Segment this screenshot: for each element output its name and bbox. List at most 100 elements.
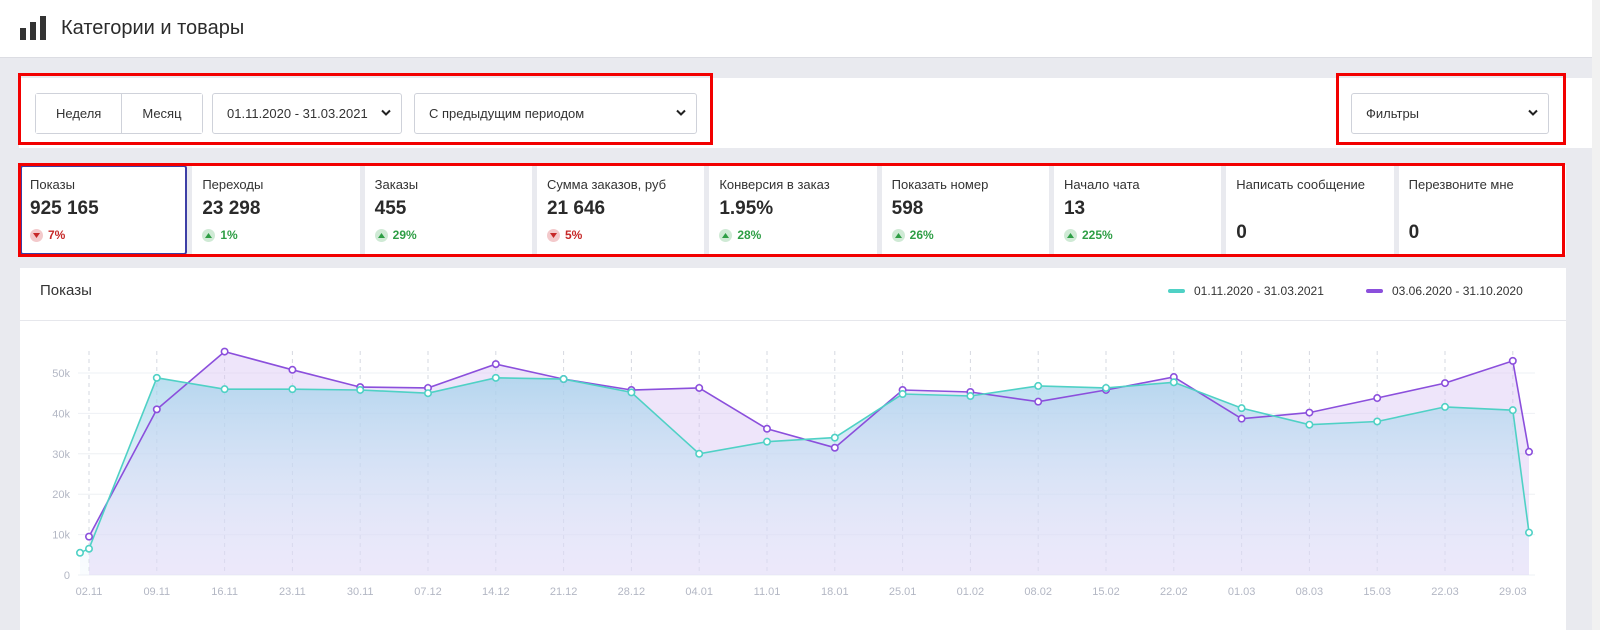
data-point-previous (1305, 408, 1314, 417)
kpi-delta-value: 1% (220, 228, 238, 242)
data-point-current (830, 433, 839, 442)
kpi-card[interactable]: Заказы 455 29% (364, 165, 532, 255)
data-point-previous (830, 443, 839, 452)
data-point-current (1525, 528, 1534, 537)
chevron-down-icon (1528, 109, 1538, 116)
data-point-current (1441, 402, 1450, 411)
kpi-value: 21 646 (546, 198, 606, 219)
x-tick-label: 15.02 (1092, 586, 1120, 598)
chevron-down-icon (676, 109, 686, 116)
kpi-delta-value: 7% (48, 228, 66, 242)
data-point-current (75, 548, 84, 557)
x-tick-label: 08.03 (1296, 586, 1324, 598)
page-title: Категории и товары (61, 17, 245, 39)
y-tick-label: 0 (64, 570, 70, 582)
kpi-card[interactable]: Конверсия в заказ 1.95% 28% (709, 165, 877, 255)
page-header: Категории и товары (0, 0, 1600, 58)
data-point-current (559, 375, 568, 384)
data-point-previous (1441, 379, 1450, 388)
kpi-label: Показать номер (891, 177, 989, 192)
x-tick-label: 30.11 (347, 586, 374, 598)
y-tick-label: 30k (52, 449, 70, 461)
y-tick-label: 10k (52, 530, 70, 542)
kpi-card[interactable]: Перезвоните мне 0 (1398, 165, 1566, 255)
page-scrollbar[interactable] (1592, 0, 1600, 630)
kpi-label: Перезвоните мне (1408, 177, 1514, 192)
data-point-previous (288, 365, 297, 374)
data-point-current (1102, 383, 1111, 392)
data-point-current (220, 385, 229, 394)
data-point-previous (1525, 447, 1534, 456)
kpi-value: 13 (1063, 198, 1086, 219)
period-toggle: Неделя Месяц (35, 93, 203, 134)
kpi-delta-value: 5% (564, 228, 583, 242)
x-tick-label: 09.11 (143, 586, 170, 598)
period-week-button[interactable]: Неделя (36, 94, 122, 133)
data-point-current (1305, 420, 1314, 429)
x-tick-label: 07.12 (414, 586, 442, 598)
x-tick-label: 23.11 (279, 586, 306, 598)
y-tick-label: 40k (52, 408, 70, 420)
data-point-current (1169, 378, 1178, 387)
kpi-row: Показы 925 165 7% Переходы 23 298 1% Заказы 455… (20, 165, 1566, 255)
period-month-button[interactable]: Месяц (121, 94, 202, 133)
x-tick-label: 14.12 (482, 586, 510, 598)
x-tick-label: 01.02 (957, 586, 985, 598)
data-point-previous (1508, 356, 1517, 365)
kpi-card[interactable]: Показать номер 598 26% (881, 165, 1049, 255)
kpi-delta-value: 225% (1081, 228, 1113, 242)
data-point-previous (152, 405, 161, 414)
series-area-current (80, 377, 1529, 575)
x-tick-label: 02.11 (76, 586, 103, 598)
x-tick-label: 18.01 (821, 586, 849, 598)
kpi-card[interactable]: Начало чата 13 225% (1053, 165, 1222, 255)
data-point-previous (762, 424, 771, 433)
triangle-up-icon (891, 228, 905, 242)
kpi-value: 1.95% (719, 198, 774, 219)
data-point-current (288, 385, 297, 394)
legend-item-current[interactable]: 01.11.2020 - 31.03.2021 (1168, 284, 1324, 298)
series-line-current (79, 376, 1530, 554)
kpi-label: Начало чата (1063, 177, 1140, 192)
legend-swatch-current (1168, 289, 1185, 293)
kpi-card[interactable]: Показы 925 165 7% (20, 165, 188, 255)
controls-bar: Неделя Месяц 01.11.2020 - 31.03.2021 С п… (19, 78, 1599, 148)
data-point-current (966, 392, 975, 401)
x-tick-label: 11.01 (754, 586, 781, 598)
data-point-previous (220, 347, 229, 356)
y-tick-label: 50k (52, 368, 70, 380)
kpi-card[interactable]: Написать сообщение 0 (1226, 165, 1394, 255)
data-point-current (1508, 406, 1517, 415)
x-tick-label: 29.03 (1499, 586, 1527, 598)
kpi-label: Заказы (374, 177, 419, 192)
x-tick-label: 04.01 (685, 586, 713, 598)
chart-title: Показы (40, 282, 92, 299)
kpi-delta-value: 28% (737, 228, 762, 242)
data-point-current (762, 437, 771, 446)
triangle-up-icon (202, 228, 216, 242)
kpi-card[interactable]: Сумма заказов, руб 21 646 5% (536, 165, 705, 255)
x-tick-label: 16.11 (211, 586, 238, 598)
x-tick-label: 21.12 (550, 586, 578, 598)
triangle-up-icon (719, 228, 733, 242)
compare-value: С предыдущим периодом (429, 106, 585, 121)
kpi-delta: 225% (1063, 228, 1211, 242)
x-tick-label: 25.01 (889, 586, 917, 598)
kpi-value: 455 (374, 198, 407, 219)
triangle-up-icon (374, 228, 388, 242)
legend-item-previous[interactable]: 03.06.2020 - 31.10.2020 (1366, 284, 1523, 298)
kpi-delta-value: 26% (909, 228, 934, 242)
date-range-select[interactable]: 01.11.2020 - 31.03.2021 (212, 93, 402, 134)
kpi-label: Конверсия в заказ (719, 177, 830, 192)
data-point-current (627, 388, 636, 397)
kpi-delta: 1% (202, 228, 349, 242)
data-point-current (695, 449, 704, 458)
data-point-current (491, 373, 500, 382)
compare-select[interactable]: С предыдущим периодом (414, 93, 697, 134)
chart-card: Показы 01.11.2020 - 31.03.2021 03.06.202… (20, 268, 1566, 630)
kpi-card[interactable]: Переходы 23 298 1% (192, 165, 360, 255)
filters-select[interactable]: Фильтры (1351, 93, 1549, 134)
x-tick-label: 22.02 (1160, 586, 1188, 598)
kpi-delta-value: 29% (392, 228, 417, 242)
data-point-current (356, 385, 365, 394)
